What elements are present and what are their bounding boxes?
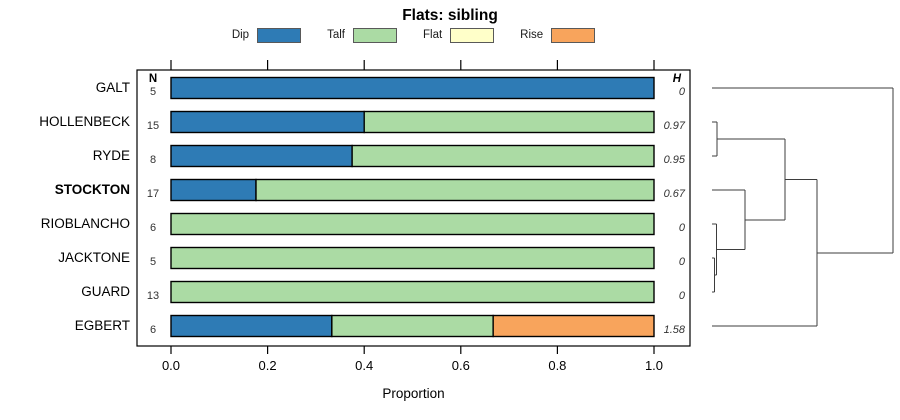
n-value: 15 xyxy=(146,120,160,132)
legend-item-flat: Flat xyxy=(422,27,495,43)
bar-segment-rise xyxy=(492,314,655,338)
bar-segment-dip xyxy=(170,110,365,134)
n-value: 17 xyxy=(146,188,160,200)
x-axis-label: Proportion xyxy=(382,386,445,401)
h-value: 0 xyxy=(678,290,685,302)
h-value: 1.58 xyxy=(663,324,685,336)
n-value: 6 xyxy=(149,324,157,336)
legend-item-talf: Talf xyxy=(327,27,397,43)
h-value: 0 xyxy=(678,256,685,268)
x-tick-label: 0.4 xyxy=(355,358,374,373)
bar-segment-talf xyxy=(351,144,655,168)
legend-swatch-rise xyxy=(551,27,596,43)
x-tick-label: 0.2 xyxy=(258,358,277,373)
n-column-header: N xyxy=(148,73,158,85)
legend-swatch-talf xyxy=(352,27,397,43)
bar-segment-talf xyxy=(170,212,655,236)
row-label-egbert: EGBERT xyxy=(74,318,130,333)
bar-segment-talf xyxy=(255,178,655,202)
x-tick-label: 0.8 xyxy=(548,358,567,373)
legend-item-dip: Dip xyxy=(231,27,302,43)
h-value: 0 xyxy=(678,86,685,98)
bar-segment-talf xyxy=(170,246,655,270)
legend-label: Flat xyxy=(422,29,443,41)
bar-segment-talf xyxy=(170,280,655,304)
bar-segment-dip xyxy=(170,144,353,168)
row-label-rioblancho: RIOBLANCHO xyxy=(40,216,130,231)
h-value: 0.97 xyxy=(663,120,685,132)
legend-swatch-dip xyxy=(257,27,302,43)
n-value: 8 xyxy=(149,154,157,166)
n-value: 5 xyxy=(149,86,157,98)
bar-segment-dip xyxy=(170,76,655,100)
chart-title: Flats: sibling xyxy=(402,7,498,24)
legend-swatch-flat xyxy=(450,27,495,43)
legend-label: Talf xyxy=(327,29,345,41)
n-value: 5 xyxy=(149,256,157,268)
legend-item-rise: Rise xyxy=(520,27,596,43)
h-column-header: H xyxy=(672,73,681,85)
n-value: 6 xyxy=(149,222,157,234)
row-label-guard: GUARD xyxy=(81,284,130,299)
legend-label: Rise xyxy=(520,29,544,41)
plot-frame xyxy=(136,69,691,347)
bar-segment-dip xyxy=(170,314,333,338)
row-label-galt: GALT xyxy=(95,80,130,95)
bar-segment-talf xyxy=(363,110,655,134)
legend: Dip Talf Flat Rise xyxy=(137,27,690,43)
h-value: 0.67 xyxy=(663,188,685,200)
x-tick-label: 0.6 xyxy=(451,358,470,373)
bar-segment-dip xyxy=(170,178,257,202)
legend-label: Dip xyxy=(231,29,250,41)
n-value: 13 xyxy=(146,290,160,302)
h-value: 0 xyxy=(678,222,685,234)
row-label-stockton: STOCKTON xyxy=(54,182,130,197)
row-label-ryde: RYDE xyxy=(92,148,130,163)
bar-segment-talf xyxy=(331,314,494,338)
row-label-hollenbeck: HOLLENBECK xyxy=(39,114,130,129)
h-value: 0.95 xyxy=(663,154,685,166)
row-label-jacktone: JACKTONE xyxy=(58,250,130,265)
x-tick-label: 1.0 xyxy=(644,358,664,373)
x-tick-label: 0.0 xyxy=(161,358,181,373)
